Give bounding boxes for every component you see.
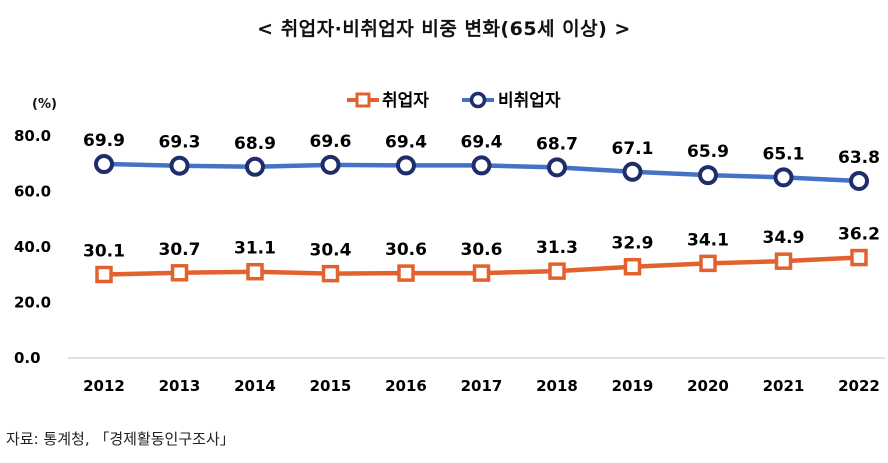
data-label: 69.3: [159, 133, 201, 153]
data-point: [95, 265, 113, 284]
data-label: 65.1: [763, 144, 805, 164]
x-tick-label: 2013: [159, 377, 201, 395]
data-label: 34.1: [687, 230, 729, 250]
data-point: [849, 170, 869, 191]
axis-layer: 0.0 20.0 40.0 60.0 80.0 2012 2013 2014 2015 2016 2…: [14, 127, 885, 395]
x-tick-label: 2014: [234, 377, 276, 395]
x-tick-label: 2020: [687, 377, 729, 395]
data-label: 68.9: [234, 134, 276, 154]
data-label: 69.4: [385, 132, 427, 152]
data-label: 63.8: [838, 148, 880, 168]
series-layer: 30.1 30.7 31.1 30.4 30.6 30.6 31.3 32.9 34.1 34.9…: [83, 131, 880, 284]
y-tick-label: 0.0: [14, 349, 41, 367]
y-tick-label: 20.0: [14, 294, 51, 312]
data-label: 30.7: [159, 240, 201, 260]
data-label: 34.9: [763, 228, 805, 248]
x-tick-label: 2017: [461, 377, 503, 395]
x-tick-label: 2012: [83, 377, 125, 395]
data-point: [774, 252, 793, 270]
unit-label: (%): [32, 97, 57, 112]
data-point: [246, 262, 264, 281]
legend-marker-0: [355, 92, 371, 108]
data-label: 30.6: [385, 240, 427, 260]
x-tick-label: 2015: [310, 377, 352, 395]
data-point: [547, 157, 567, 178]
data-label: 69.4: [461, 132, 503, 152]
legend-label-1: 비취업자: [498, 90, 561, 111]
legend-label-0: 취업자: [382, 90, 429, 111]
data-label: 36.2: [838, 225, 880, 245]
data-label: 30.1: [83, 241, 125, 261]
chart-title: < 취업자·비취업자 비중 변화(65세 이상) >: [257, 18, 631, 40]
data-point: [320, 154, 341, 175]
data-label: 69.9: [83, 131, 125, 151]
data-point: [548, 262, 566, 280]
data-label: 31.1: [234, 239, 276, 259]
data-point: [699, 254, 717, 273]
data-point: [472, 264, 491, 282]
data-point: [397, 264, 415, 282]
y-tick-label: 80.0: [14, 127, 51, 145]
data-point: [94, 154, 114, 175]
data-point: [170, 264, 189, 282]
x-tick-label: 2016: [385, 377, 427, 395]
data-label: 67.1: [612, 139, 654, 159]
data-label: 30.4: [310, 241, 352, 261]
data-label: 68.7: [536, 134, 578, 154]
data-point: [169, 155, 190, 176]
data-label: 30.6: [461, 240, 503, 260]
data-point: [773, 167, 794, 188]
data-point: [623, 257, 642, 276]
data-point: [471, 155, 492, 176]
y-tick-label: 60.0: [14, 183, 51, 201]
x-tick-label: 2019: [612, 377, 654, 395]
data-label: 31.3: [536, 238, 578, 258]
x-tick-label: 2021: [763, 377, 805, 395]
data-point: [396, 155, 416, 176]
data-label: 32.9: [612, 234, 654, 254]
data-point: [245, 156, 265, 177]
legend: 취업자 비취업자: [347, 90, 561, 111]
x-tick-label: 2022: [838, 377, 880, 395]
data-point: [622, 161, 643, 182]
data-label: 65.9: [687, 142, 729, 162]
y-tick-label: 40.0: [14, 238, 51, 256]
data-label: 69.6: [310, 132, 352, 152]
data-point: [698, 165, 718, 186]
x-tick-label: 2018: [536, 377, 578, 395]
legend-marker-1: [469, 91, 487, 109]
source-note: 자료: 통계청, 「경제활동인구조사」: [6, 430, 235, 448]
data-point: [321, 264, 340, 283]
data-point: [850, 248, 868, 267]
